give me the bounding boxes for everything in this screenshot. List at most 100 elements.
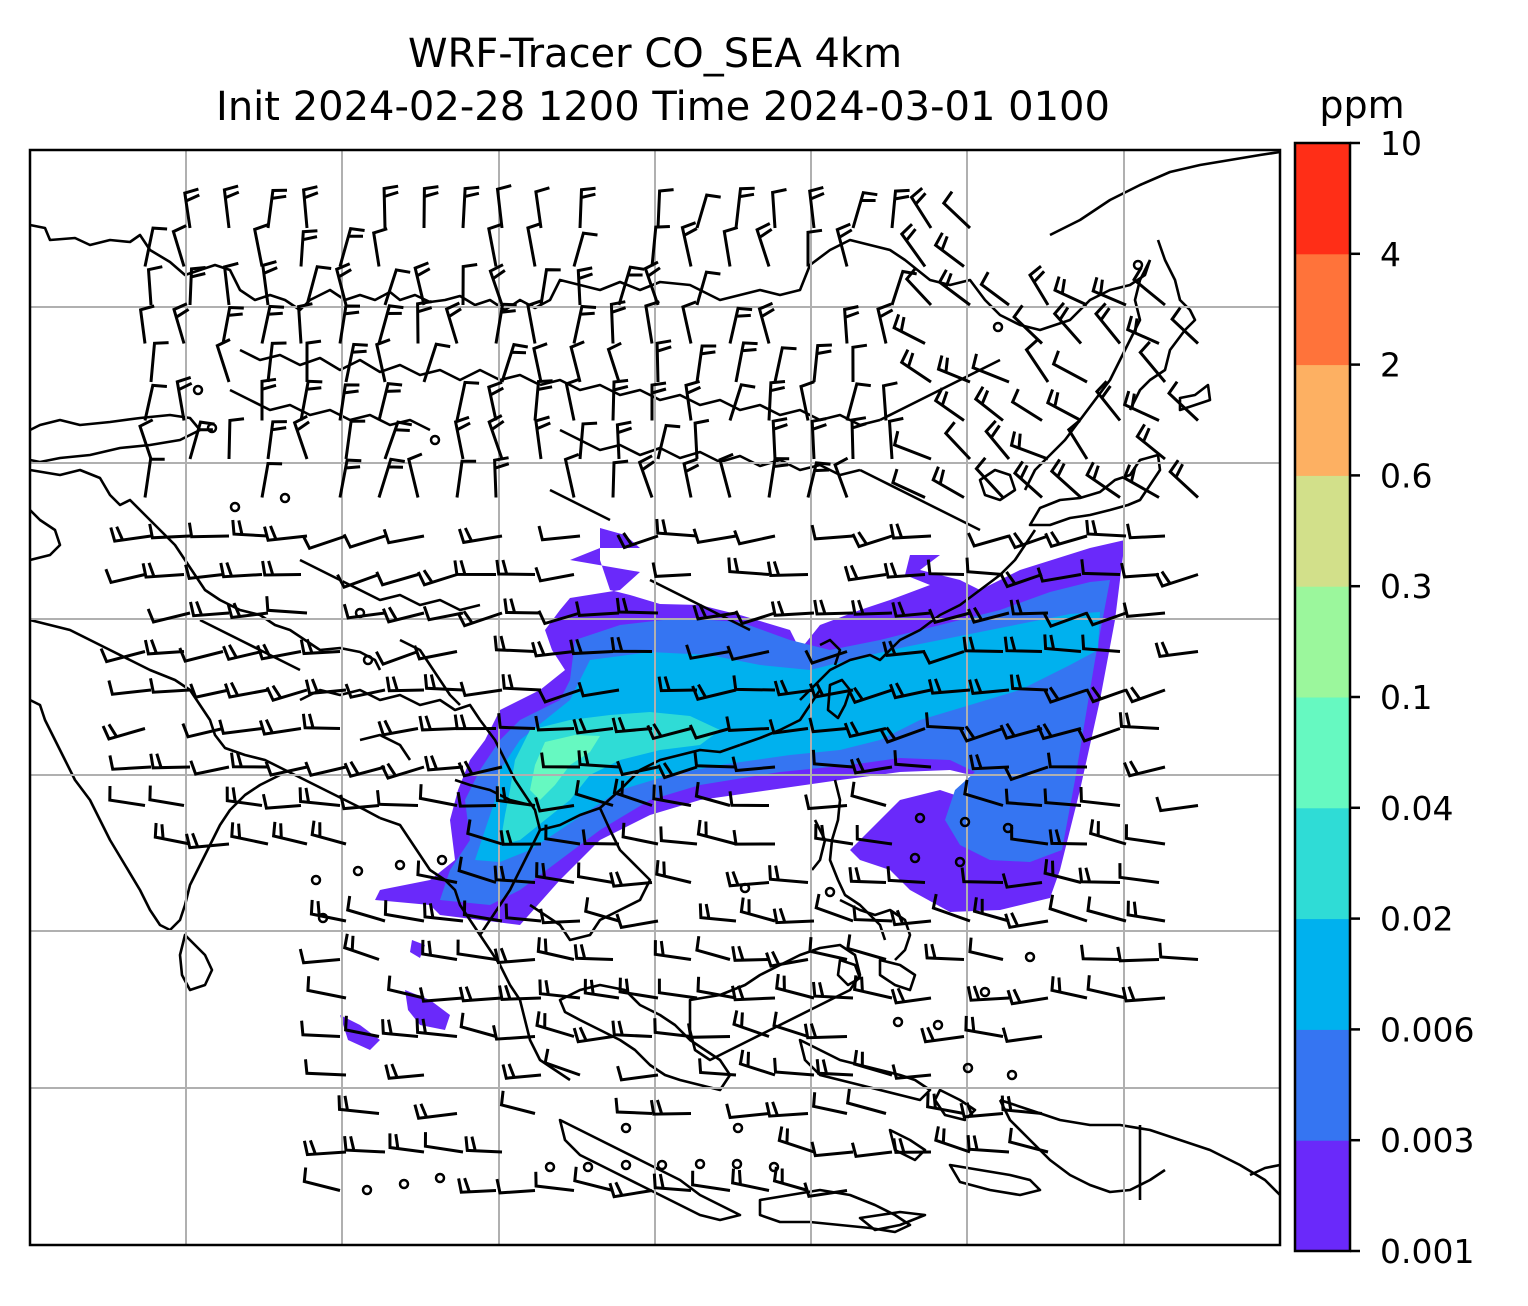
wind-barb: [215, 338, 231, 383]
wind-barb: [531, 640, 575, 658]
colorbar-tick-label: 0.006: [1380, 1010, 1474, 1049]
wind-barb: [968, 937, 1004, 961]
calm-wind-marker: [279, 492, 291, 504]
wind-barb: [382, 606, 425, 624]
wind-barb: [572, 1026, 614, 1044]
wind-barb: [698, 1058, 737, 1077]
wind-barb: [1001, 1027, 1043, 1043]
wind-barb: [1012, 460, 1044, 499]
wind-barb: [969, 754, 1010, 771]
wind-barb: [772, 1011, 809, 1038]
wind-barb: [814, 823, 854, 846]
wind-barb: [725, 716, 770, 732]
wind-barb: [618, 977, 659, 1000]
wind-barb: [891, 601, 932, 618]
wind-barb: [971, 353, 1010, 384]
wind-barb: [806, 461, 831, 498]
wind-barb: [1012, 304, 1044, 345]
wind-barb: [810, 524, 854, 541]
wind-barb: [261, 793, 302, 810]
calm-wind-marker: [620, 1159, 632, 1171]
wind-barb: [304, 678, 347, 696]
wind-barb: [487, 380, 505, 421]
wind-barb: [260, 461, 283, 498]
colorbar-band: [1295, 807, 1350, 920]
wind-barb: [500, 342, 529, 383]
wind-barb: [456, 791, 497, 808]
wind-barb: [292, 414, 310, 460]
wind-barb: [260, 377, 277, 421]
wind-barb: [850, 416, 867, 460]
wind-barb: [577, 750, 620, 769]
wind-barb: [1043, 686, 1088, 704]
wind-barb: [1036, 567, 1082, 583]
wind-barb: [1084, 611, 1127, 627]
wind-barb: [933, 232, 965, 268]
wind-barb: [655, 859, 692, 884]
wind-barb: [1044, 530, 1088, 549]
wind-barb: [453, 714, 497, 731]
wind-barb: [138, 304, 155, 344]
wind-barb: [310, 820, 347, 846]
wind-barb: [974, 456, 1005, 499]
wind-barb: [609, 300, 627, 344]
calm-wind-marker: [436, 854, 448, 866]
wind-barb: [611, 716, 653, 734]
wind-barb: [101, 723, 146, 741]
wind-barb: [652, 1173, 692, 1192]
wind-barb: [488, 263, 506, 306]
wind-barb: [377, 381, 403, 421]
wind-barb: [1091, 276, 1127, 307]
wind-barb: [532, 342, 548, 383]
wind-barb: [143, 457, 165, 498]
wind-barb: [492, 1024, 536, 1041]
wind-barb: [459, 1012, 497, 1038]
calm-wind-marker: [962, 1062, 974, 1074]
wind-barb: [852, 905, 893, 923]
colorbar-tick-label: 2: [1380, 346, 1401, 385]
wind-barb: [771, 417, 788, 460]
wind-barb: [537, 688, 581, 704]
wind-barb: [225, 786, 263, 807]
wind-barb: [734, 186, 755, 229]
wind-barb: [1085, 461, 1121, 499]
wind-barb: [564, 377, 581, 421]
wind-barb: [879, 726, 926, 744]
wind-barb: [725, 870, 770, 888]
wind-barb: [569, 638, 614, 656]
wind-barb: [731, 756, 776, 773]
wind-barb: [835, 222, 853, 267]
wind-barb: [965, 557, 1004, 576]
wind-barb: [526, 299, 542, 344]
wind-barb: [1118, 712, 1160, 730]
wind-barb: [1132, 266, 1166, 307]
wind-barb: [494, 302, 517, 344]
wind-barb: [1085, 519, 1127, 538]
wind-barb: [346, 895, 386, 923]
wind-barb: [456, 610, 503, 628]
wind-barb: [766, 560, 809, 578]
wind-barb: [457, 1177, 497, 1194]
wind-barb: [681, 300, 697, 344]
wind-barb: [301, 534, 347, 551]
wind-barb: [804, 794, 848, 811]
wind-barb: [1120, 562, 1160, 579]
wind-barb: [646, 723, 692, 741]
wind-barb: [1004, 912, 1049, 929]
wind-barb: [893, 750, 932, 769]
wind-barb: [803, 1023, 848, 1040]
calm-wind-marker: [398, 1178, 410, 1190]
wind-barb: [1052, 301, 1083, 345]
wind-barb: [659, 826, 698, 846]
wind-barb: [148, 785, 185, 807]
wind-barb: [302, 1167, 341, 1192]
wind-barb: [383, 268, 411, 306]
wind-barb: [534, 566, 575, 583]
wind-barb: [1138, 340, 1167, 383]
wind-barb: [1124, 824, 1166, 846]
wind-barb: [892, 313, 926, 345]
wind-barb: [777, 1126, 815, 1154]
wind-barb: [231, 519, 269, 538]
wind-barb: [851, 343, 868, 383]
wind-barb: [610, 636, 653, 653]
